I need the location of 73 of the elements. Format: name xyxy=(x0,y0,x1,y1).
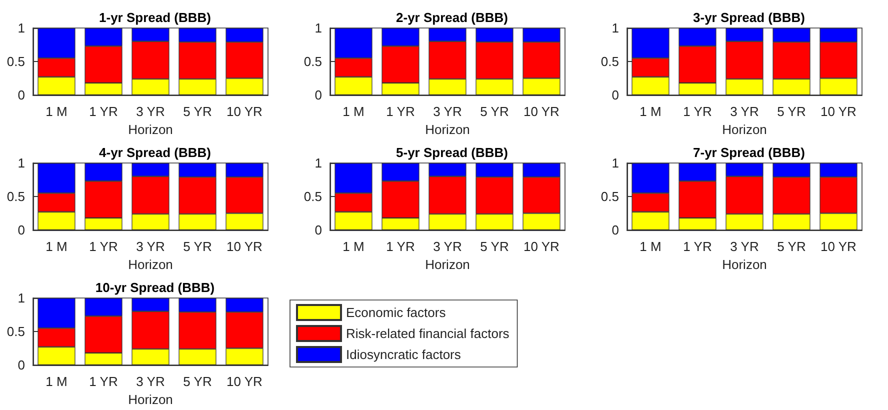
x-tick-label: 1 YR xyxy=(386,239,415,254)
x-tick-label: 3 YR xyxy=(433,239,462,254)
x-tick-label: 3 YR xyxy=(730,104,759,119)
x-tick-label: 5 YR xyxy=(183,239,212,254)
x-tick-label: 3 YR xyxy=(433,104,462,119)
x-tick-label: 10 YR xyxy=(820,239,856,254)
chart-title: 10-yr Spread (BBB) xyxy=(95,280,215,295)
x-tick-label: 3 YR xyxy=(730,239,759,254)
y-tick-label: 0 xyxy=(314,88,322,102)
x-tick-label: 10 YR xyxy=(226,374,262,389)
y-tick-label: 0 xyxy=(314,222,322,238)
chart-title: 2-yr Spread (BBB) xyxy=(396,10,508,25)
x-axis-title: Horizon xyxy=(722,122,767,137)
y-tick-label: 1 xyxy=(612,20,619,36)
x-tick-label: 1 M xyxy=(342,104,364,119)
x-tick-label: 1 YR xyxy=(683,104,712,119)
x-tick-label: 1 YR xyxy=(386,104,415,119)
y-tick-label: 0.5 xyxy=(304,189,322,204)
x-tick-label: 5 YR xyxy=(777,239,806,254)
y-tick-label: 0.5 xyxy=(304,54,322,69)
x-tick-label: 1 YR xyxy=(89,104,118,119)
x-tick-label: 10 YR xyxy=(524,104,560,119)
y-tick-label: 0 xyxy=(18,88,25,102)
y-tick-label: 1 xyxy=(18,290,25,306)
x-tick-label: 1 M xyxy=(640,239,662,254)
x-tick-label: 1 M xyxy=(640,104,662,119)
x-axis-title: Horizon xyxy=(128,392,173,407)
x-tick-label: 3 YR xyxy=(136,104,165,119)
x-tick-label: 3 YR xyxy=(136,239,165,254)
x-tick-label: 3 YR xyxy=(136,374,165,389)
x-tick-label: 5 YR xyxy=(183,104,212,119)
x-tick-label: 5 YR xyxy=(777,104,806,119)
x-axis-title: Horizon xyxy=(128,122,173,137)
x-tick-label: 10 YR xyxy=(226,239,262,254)
x-tick-label: 5 YR xyxy=(480,104,509,119)
x-tick-label: 1 M xyxy=(46,104,68,119)
x-axis-title: Horizon xyxy=(425,257,470,272)
x-tick-label: 10 YR xyxy=(226,104,262,119)
y-tick-label: 0.5 xyxy=(6,54,25,69)
y-tick-label: 0 xyxy=(612,88,619,102)
chart-title: 3-yr Spread (BBB) xyxy=(693,10,805,25)
x-tick-label: 1 YR xyxy=(683,239,712,254)
chart-title: 7-yr Spread (BBB) xyxy=(693,145,805,160)
x-tick-label: 1 YR xyxy=(89,374,118,389)
x-tick-label: 1 YR xyxy=(89,239,118,254)
y-tick-label: 0.5 xyxy=(600,189,619,204)
y-tick-label: 0.5 xyxy=(600,54,619,69)
legend-label: Idiosyncratic factors xyxy=(346,347,462,362)
chart-title: 1-yr Spread (BBB) xyxy=(99,10,211,25)
chart-title: 4-yr Spread (BBB) xyxy=(99,145,211,160)
y-tick-label: 1 xyxy=(314,20,322,36)
x-axis-title: Horizon xyxy=(722,257,767,272)
x-tick-label: 10 YR xyxy=(524,239,560,254)
y-tick-label: 1 xyxy=(18,20,25,36)
legend-label: Risk-related financial factors xyxy=(346,326,510,341)
x-tick-label: 5 YR xyxy=(480,239,509,254)
y-tick-label: 0.5 xyxy=(6,189,25,204)
y-tick-label: 0.5 xyxy=(6,324,25,339)
y-tick-label: 0 xyxy=(18,358,25,372)
y-tick-label: 1 xyxy=(18,156,25,170)
y-tick-label: 0 xyxy=(612,222,619,238)
x-tick-label: 10 YR xyxy=(820,104,856,119)
x-tick-label: 1 M xyxy=(46,374,68,389)
y-tick-label: 1 xyxy=(612,156,619,170)
x-tick-label: 5 YR xyxy=(183,374,212,389)
x-tick-label: 1 M xyxy=(342,239,364,254)
x-axis-title: Horizon xyxy=(425,122,470,137)
y-tick-label: 1 xyxy=(314,156,322,170)
legend-label: Economic factors xyxy=(346,305,446,320)
chart-title: 5-yr Spread (BBB) xyxy=(396,145,508,160)
x-axis-title: Horizon xyxy=(128,257,173,272)
x-tick-label: 1 M xyxy=(46,239,68,254)
y-tick-label: 0 xyxy=(18,222,25,238)
